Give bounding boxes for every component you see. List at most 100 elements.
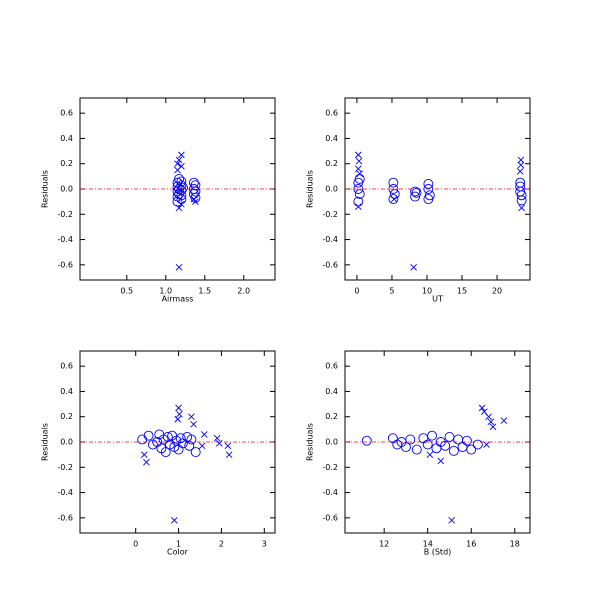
y-tick-label: 0.2 [60, 412, 73, 421]
point [387, 433, 398, 444]
x-tick-label: 20 [492, 287, 502, 296]
point [190, 192, 201, 203]
point [178, 200, 185, 208]
point [170, 517, 178, 524]
y-tick-label: 0.4 [60, 134, 73, 143]
point [480, 408, 488, 415]
point [200, 431, 208, 438]
y-tick-label: -0.2 [57, 463, 73, 472]
point [143, 430, 154, 441]
y-axis-label: Residuals [41, 170, 50, 208]
panel: -0.6 -0.4 -0.2 0.0 0.2 0.4 0.6 0 5 10 15 20 UT Residu… [306, 97, 531, 304]
y-tick-label: 0.4 [60, 387, 73, 396]
point [225, 451, 233, 458]
point [457, 442, 468, 453]
x-axis-label: Airmass [162, 295, 194, 304]
point [162, 431, 173, 442]
point [388, 184, 399, 194]
point [410, 264, 417, 271]
y-tick-label: -0.4 [57, 235, 73, 244]
point [184, 440, 195, 451]
y-axis-label: Residuals [306, 423, 315, 461]
y-tick-label: -0.4 [57, 488, 73, 497]
point [190, 420, 197, 428]
point [174, 173, 185, 184]
x-tick-label: 1.5 [198, 287, 211, 296]
point [190, 180, 201, 191]
point [213, 434, 221, 442]
y-tick-label: -0.6 [57, 513, 73, 522]
point [175, 156, 183, 164]
point [427, 430, 438, 441]
y-tick-label: -0.4 [322, 488, 338, 497]
y-tick-label: -0.6 [57, 260, 73, 269]
point [355, 157, 363, 165]
point [437, 457, 445, 465]
y-tick-label: -0.6 [322, 260, 338, 269]
point [411, 187, 422, 198]
point [517, 156, 525, 164]
panel: -0.6 -0.4 -0.2 0.0 0.2 0.4 0.6 12 14 16 18 B (Std) R… [306, 350, 531, 557]
point [354, 151, 362, 159]
point [174, 415, 182, 423]
point [516, 190, 527, 201]
point [175, 433, 186, 444]
point [174, 166, 181, 174]
point [353, 184, 364, 194]
point [361, 435, 372, 446]
point [478, 404, 486, 412]
point [461, 435, 472, 446]
x-axis-label: UT [432, 295, 443, 304]
point [472, 439, 483, 450]
y-tick-label: 0.6 [325, 362, 338, 371]
point [423, 184, 434, 194]
y-tick-label: 0.6 [60, 109, 73, 118]
point [354, 203, 362, 211]
point [483, 441, 490, 448]
panel: -0.6 -0.4 -0.2 0.0 0.2 0.4 0.6 0.5 1.0 1.5 2.0 Airm… [41, 97, 276, 304]
point [517, 161, 525, 169]
point [174, 160, 181, 168]
point [423, 194, 434, 205]
point [356, 170, 364, 178]
point [405, 434, 416, 445]
point [388, 177, 399, 188]
point [215, 439, 223, 447]
x-tick-label: 15 [457, 287, 467, 296]
point [400, 442, 411, 453]
point [190, 447, 201, 458]
point [198, 442, 206, 450]
x-tick-label: 0 [354, 287, 359, 296]
point [516, 195, 527, 206]
point [176, 180, 187, 191]
point [172, 181, 183, 192]
point [518, 204, 525, 212]
y-tick-label: 0.0 [60, 438, 73, 447]
point [411, 444, 422, 455]
y-tick-label: 0.6 [325, 109, 338, 118]
x-tick-label: 0 [133, 540, 138, 549]
point [448, 517, 455, 524]
point [489, 423, 497, 431]
x-tick-label: 12 [379, 540, 389, 549]
point [515, 177, 526, 188]
point [143, 458, 150, 466]
y-tick-label: 0.6 [60, 362, 73, 371]
x-tick-label: 18 [510, 540, 520, 549]
point [137, 434, 148, 445]
y-tick-label: -0.2 [57, 210, 73, 219]
x-tick-label: 3 [262, 540, 267, 549]
y-tick-label: 0.2 [325, 412, 338, 421]
y-tick-label: 0.2 [60, 159, 73, 168]
point [224, 442, 232, 450]
point [186, 434, 197, 445]
point [440, 440, 451, 451]
x-tick-label: 14 [423, 540, 433, 549]
point [175, 264, 183, 271]
y-axis-label: Residuals [306, 170, 315, 208]
y-tick-label: 0.4 [325, 387, 338, 396]
x-axis-label: Color [167, 548, 189, 557]
point [444, 431, 455, 442]
point [354, 165, 362, 173]
